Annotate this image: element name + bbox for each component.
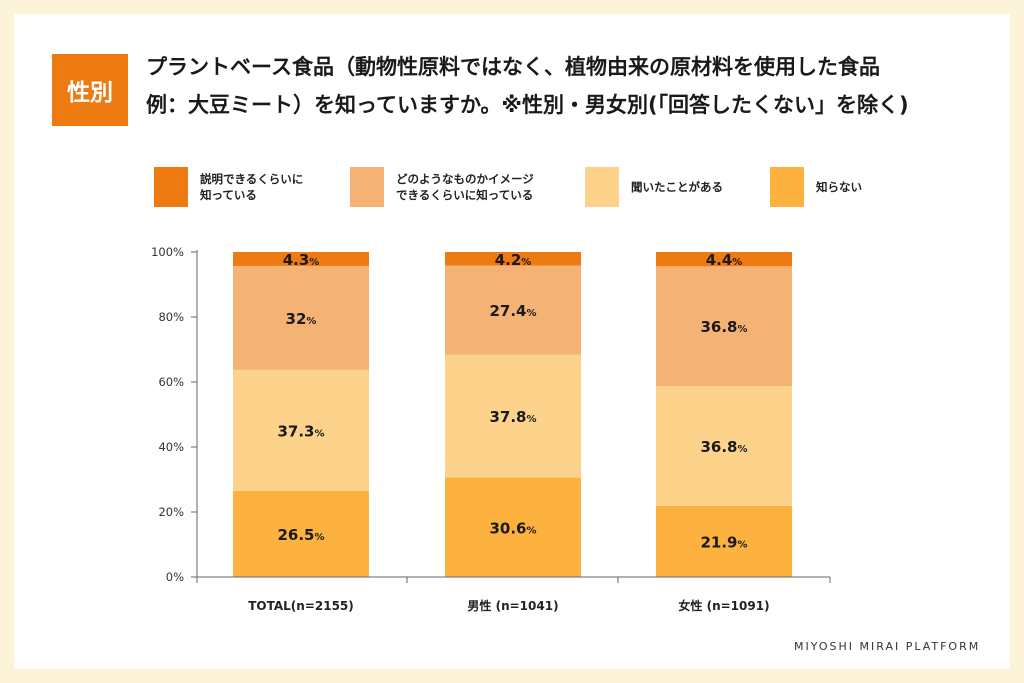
data-label: 4.4% [706, 251, 743, 269]
legend-label-image: どのようなものかイメージ できるくらいに知っている [396, 171, 586, 203]
chart-title-line-2: 例：大豆ミート）を知っていますか。※性別・男女別(「回答したくない」を除く) [146, 93, 909, 117]
data-label: 36.8% [700, 318, 747, 336]
legend-swatch-heard [585, 167, 619, 207]
data-label: 4.2% [495, 251, 532, 269]
footer-brand: MIYOSHI MIRAI PLATFORM [794, 640, 981, 653]
legend-label-explain: 説明できるくらいに 知っている [200, 171, 390, 203]
legend-label-heard: 聞いたことがある [631, 179, 821, 195]
bar-segment [233, 252, 369, 266]
x-tick-label: 男性 (n=1041) [467, 598, 558, 613]
legend-label-heard-line-1: 聞いたことがある [631, 180, 723, 194]
y-tick-label: 100% [151, 245, 184, 259]
bar-segment [233, 265, 369, 370]
y-tick-label: 20% [158, 505, 184, 519]
data-label: 30.6% [489, 519, 536, 537]
bar-segment [656, 386, 792, 506]
bar-segment [445, 477, 581, 577]
chart-title-line-1: プラントベース食品（動物性原料ではなく、植物由来の原材料を使用した食品 [146, 55, 880, 79]
data-label: 4.3% [283, 251, 320, 269]
data-label: 27.4% [489, 302, 536, 320]
x-tick-label: 女性 (n=1091) [678, 598, 769, 613]
y-tick-label: 60% [158, 375, 184, 389]
data-label: 37.3% [277, 422, 324, 440]
legend-swatch-unknown [770, 167, 804, 207]
legend-label-explain-line-1: 説明できるくらいに [200, 172, 304, 186]
legend-label-unknown-line-1: 知らない [816, 180, 862, 194]
data-label: 37.8% [489, 408, 536, 426]
x-tick-label: TOTAL(n=2155) [248, 599, 354, 613]
bar-segment [233, 369, 369, 491]
y-tick-label: 40% [158, 440, 184, 454]
data-label: 36.8% [700, 438, 747, 456]
legend-swatch-image [350, 167, 384, 207]
y-tick-label: 0% [166, 570, 184, 584]
legend-label-unknown: 知らない [816, 179, 1006, 195]
bar-segment [445, 252, 581, 266]
category-badge: 性別 [52, 54, 128, 126]
legend-label-image-line-2: できるくらいに知っている [396, 188, 534, 202]
legend-label-explain-line-2: 知っている [200, 188, 257, 202]
legend-label-image-line-1: どのようなものかイメージ [396, 172, 534, 186]
data-label: 21.9% [700, 533, 747, 551]
chart-title: プラントベース食品（動物性原料ではなく、植物由来の原材料を使用した食品 例：大豆… [146, 48, 996, 124]
bar-segment [656, 252, 792, 267]
bar-segment [656, 505, 792, 577]
legend-swatch-explain [154, 167, 188, 207]
data-label: 32% [286, 310, 317, 328]
data-label: 26.5% [277, 526, 324, 544]
bar-segment [445, 354, 581, 478]
bar-segment [445, 265, 581, 355]
y-tick-label: 80% [158, 310, 184, 324]
bar-segment [233, 490, 369, 577]
bar-segment [656, 266, 792, 387]
